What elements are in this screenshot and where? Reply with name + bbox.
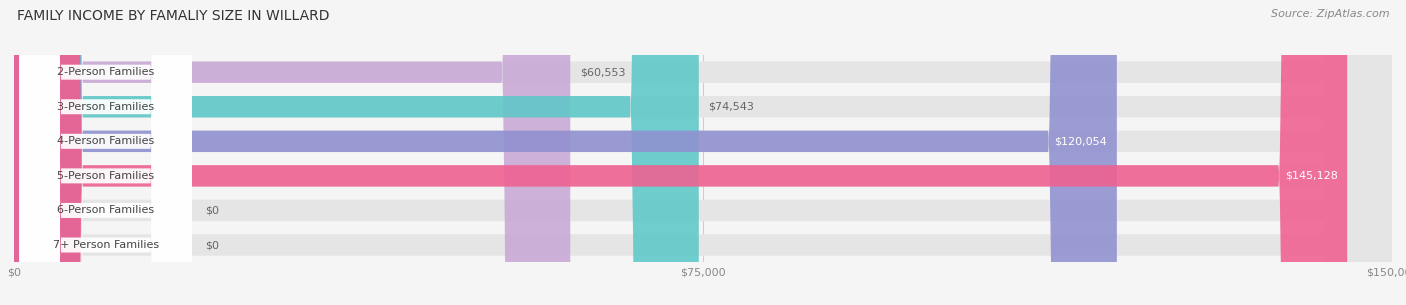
Text: $145,128: $145,128: [1285, 171, 1337, 181]
FancyBboxPatch shape: [14, 0, 1347, 305]
FancyBboxPatch shape: [14, 0, 1392, 305]
FancyBboxPatch shape: [14, 0, 1116, 305]
Text: 3-Person Families: 3-Person Families: [58, 102, 155, 112]
Text: 2-Person Families: 2-Person Families: [58, 67, 155, 77]
FancyBboxPatch shape: [14, 0, 1392, 305]
Text: $0: $0: [205, 206, 219, 215]
Text: 5-Person Families: 5-Person Families: [58, 171, 155, 181]
Text: $120,054: $120,054: [1054, 136, 1107, 146]
FancyBboxPatch shape: [14, 0, 1392, 305]
FancyBboxPatch shape: [14, 0, 1392, 305]
Text: FAMILY INCOME BY FAMALIY SIZE IN WILLARD: FAMILY INCOME BY FAMALIY SIZE IN WILLARD: [17, 9, 329, 23]
FancyBboxPatch shape: [20, 0, 191, 305]
Text: 6-Person Families: 6-Person Families: [58, 206, 155, 215]
Text: $60,553: $60,553: [579, 67, 626, 77]
FancyBboxPatch shape: [14, 0, 1392, 305]
FancyBboxPatch shape: [20, 0, 191, 305]
Text: 7+ Person Families: 7+ Person Families: [52, 240, 159, 250]
Text: $74,543: $74,543: [709, 102, 755, 112]
FancyBboxPatch shape: [14, 0, 699, 305]
FancyBboxPatch shape: [14, 0, 1392, 305]
Text: $0: $0: [205, 240, 219, 250]
FancyBboxPatch shape: [20, 0, 191, 305]
FancyBboxPatch shape: [20, 0, 191, 305]
Text: 4-Person Families: 4-Person Families: [58, 136, 155, 146]
FancyBboxPatch shape: [14, 0, 571, 305]
Text: Source: ZipAtlas.com: Source: ZipAtlas.com: [1271, 9, 1389, 19]
FancyBboxPatch shape: [20, 0, 191, 305]
FancyBboxPatch shape: [20, 0, 191, 305]
